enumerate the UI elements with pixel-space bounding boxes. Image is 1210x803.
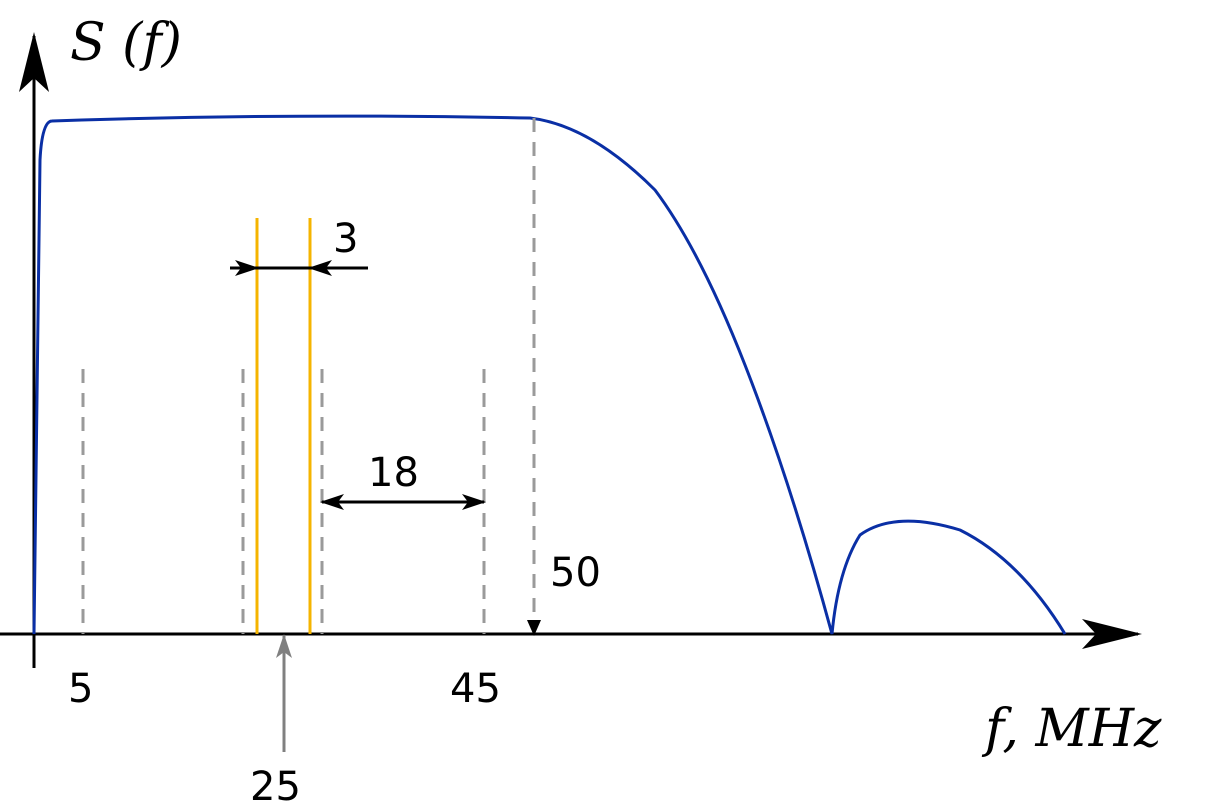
- tick-label-25: 25: [250, 764, 301, 803]
- tick-label-45: 45: [450, 666, 501, 712]
- span-label-18: 18: [368, 450, 419, 496]
- marker-label-50: 50: [550, 550, 601, 596]
- spectrum-curve: [32, 114, 1067, 635]
- y-axis-label: S (f): [70, 13, 182, 73]
- marker-50-arrowhead: [527, 620, 541, 636]
- x-axis-label: f, MHz: [981, 699, 1162, 759]
- tick-label-5: 5: [68, 666, 93, 712]
- width-label-3: 3: [333, 216, 358, 262]
